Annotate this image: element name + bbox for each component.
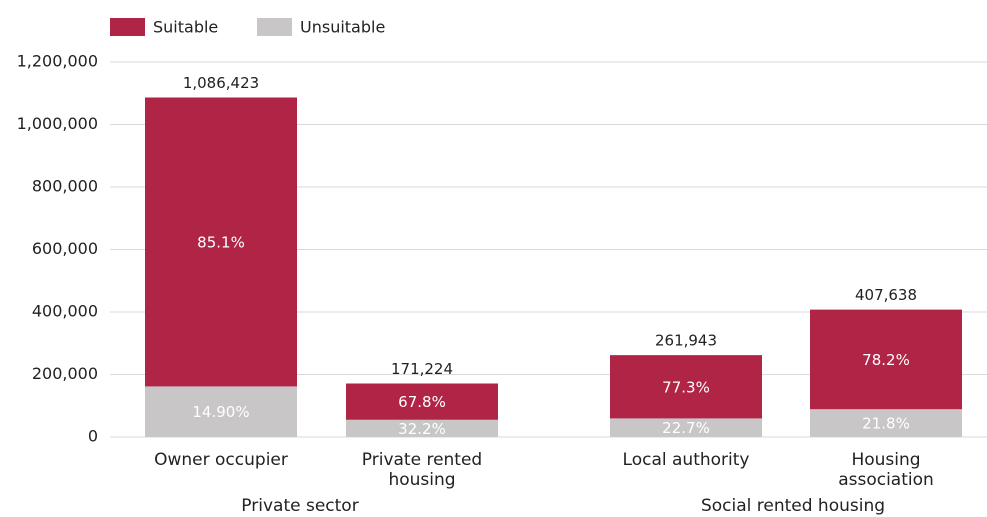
total-label: 407,638 [855,286,917,304]
percent-label: 77.3% [662,378,710,396]
legend-label: Unsuitable [300,18,385,37]
y-tick-label: 1,200,000 [17,52,98,71]
percent-label: 67.8% [398,393,446,411]
total-label: 1,086,423 [183,74,259,92]
percent-label: 78.2% [862,351,910,369]
y-tick-label: 0 [88,427,98,446]
y-tick-label: 1,000,000 [17,114,98,133]
total-label: 171,224 [391,360,453,378]
group-label: Social rented housing [700,496,886,516]
x-tick-label: Local authority [622,450,750,470]
percent-label: 32.2% [398,420,446,438]
bar-segment [810,309,962,410]
y-tick-label: 800,000 [32,177,98,196]
group-label: Private sector [241,496,359,516]
bar-segment [145,386,297,437]
bar-segment [346,383,498,420]
y-tick-label: 400,000 [32,302,98,321]
x-tick-label: Housing association [838,450,934,490]
y-tick-label: 600,000 [32,239,98,258]
bar-segment [145,97,297,387]
percent-label: 22.7% [662,419,710,437]
percent-label: 85.1% [197,233,245,251]
y-tick-label: 200,000 [32,364,98,383]
percent-label: 14.90% [192,403,249,421]
x-tick-label: Private rented housing [361,450,483,490]
legend-swatch [257,18,292,36]
legend-swatch [110,18,145,36]
bar-segment [810,409,962,437]
legend-label: Suitable [153,18,218,37]
percent-label: 21.8% [862,415,910,433]
bar-segment [610,418,762,437]
total-label: 261,943 [655,332,717,350]
bar-segment [346,419,498,437]
x-tick-label: Owner occupier [154,450,288,470]
bar-segment [610,355,762,419]
